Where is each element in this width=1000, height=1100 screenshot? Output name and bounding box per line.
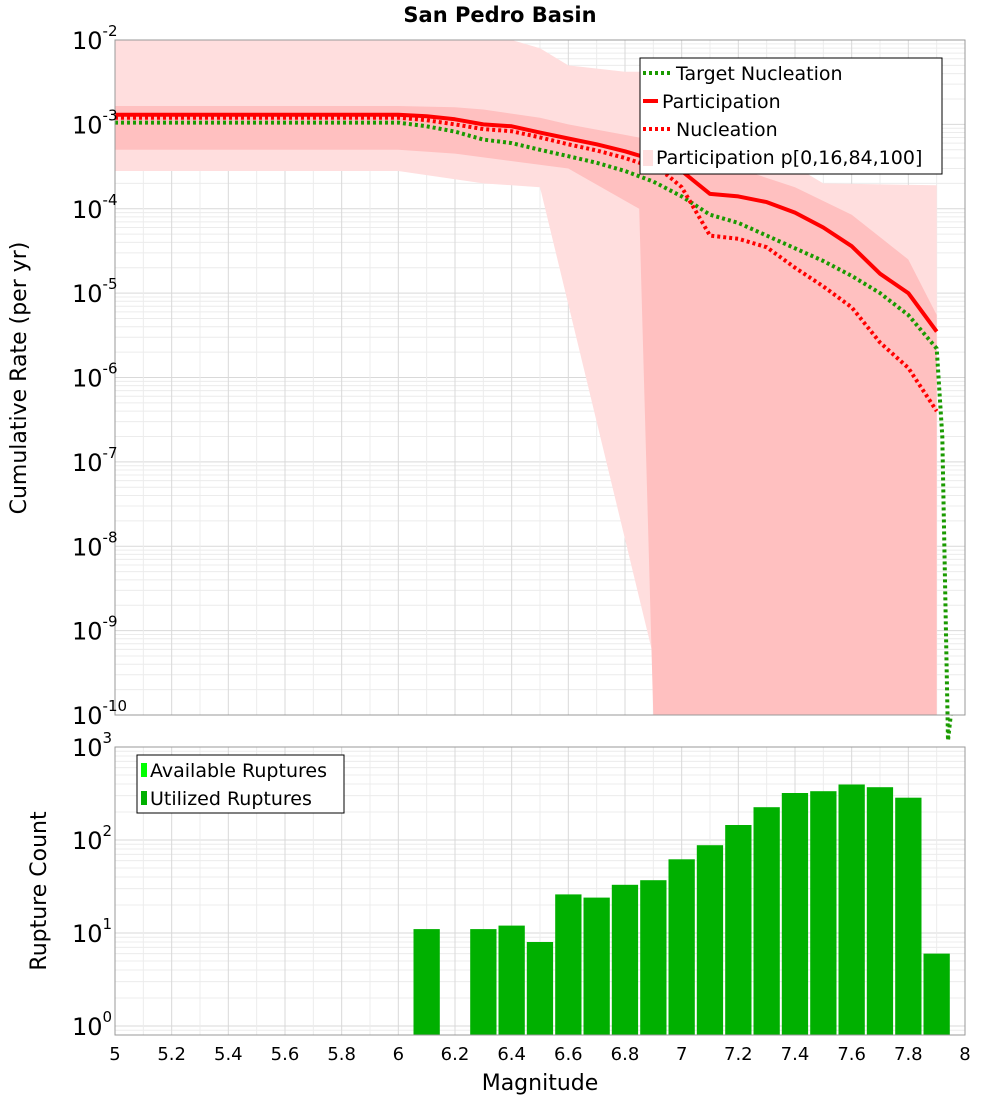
x-tick-label: 5	[109, 1044, 120, 1065]
count-y-tick-label: 101	[72, 915, 112, 948]
rupture-count-bar	[866, 787, 894, 1035]
y-tick-exponent: -4	[103, 191, 118, 209]
rupture-count-bar	[611, 884, 639, 1035]
rupture-count-bar	[413, 929, 440, 1035]
count-y-tick-label: 102	[72, 822, 112, 855]
x-tick-label: 5.4	[214, 1044, 243, 1065]
x-tick-label: 7.2	[724, 1044, 753, 1065]
y-tick-exponent: -9	[103, 613, 118, 631]
legend-band-label: Participation p[0,16,84,100]	[656, 147, 922, 169]
x-tick-label: 5.8	[327, 1044, 356, 1065]
legend-band-swatch	[643, 150, 653, 166]
y-tick-label: 10-3	[72, 106, 118, 139]
rupture-count-bar	[696, 845, 724, 1035]
rate-legend: Target Nucleation Participation Nucleati…	[639, 57, 943, 175]
x-tick-label: 7.8	[894, 1044, 923, 1065]
rupture-count-bar	[838, 784, 865, 1035]
legend-utilized-label: Utilized Ruptures	[150, 788, 312, 810]
y-tick-exponent: -5	[103, 275, 118, 293]
x-tick-label: 7.6	[837, 1044, 866, 1065]
x-tick-label: 6.4	[497, 1044, 526, 1065]
rate-y-ticks: 10-10 10-9 10-8 10-7 10-6 10-5 10-4 10-3 10-2	[72, 22, 127, 730]
x-tick-label: 7.4	[781, 1044, 810, 1065]
rate-lines	[115, 112, 953, 743]
x-tick-label: 6	[393, 1044, 404, 1065]
rupture-count-bar	[555, 894, 582, 1035]
y-tick-exponent: -3	[103, 106, 118, 124]
rupture-count-bar	[781, 793, 809, 1035]
legend-nucleation-label: Nucleation	[676, 119, 778, 141]
count-y-tick-exponent: 1	[103, 915, 113, 933]
y-tick-exponent: -2	[103, 22, 118, 40]
x-tick-label: 6.8	[611, 1044, 640, 1065]
rupture-count-bar	[583, 897, 610, 1035]
y-tick-exponent: -6	[103, 360, 118, 378]
y-tick-label: 10-2	[72, 22, 118, 55]
rupture-count-bar	[753, 807, 780, 1035]
y-tick-label: 10-6	[72, 360, 118, 393]
x-tick-label: 6.6	[554, 1044, 583, 1065]
y-tick-label: 10-7	[72, 444, 118, 477]
band-inner-16-84	[115, 106, 937, 715]
y-tick-exponent: -7	[103, 444, 118, 462]
count-y-tick-exponent: 0	[103, 1008, 113, 1026]
rate-plot-frame	[114, 39, 966, 716]
rate-y-axis-label: Cumulative Rate (per yr)	[7, 242, 32, 515]
count-y-tick-label: 103	[72, 729, 112, 762]
rupture-count-bar	[725, 825, 752, 1035]
rupture-count-bar	[668, 859, 695, 1035]
nucleation-line	[115, 115, 939, 413]
rate-legend-box	[639, 57, 943, 175]
count-y-tick-label: 100	[72, 1008, 112, 1041]
magnitude-x-ticks: 5 5.2 5.4 5.6 5.8 6 6.2 6.4 6.6 6.8 7 7.2 7.4 7.6 7.8 8	[109, 1044, 970, 1065]
y-tick-label: 10-9	[72, 613, 118, 646]
legend-target-nucleation-label: Target Nucleation	[675, 63, 843, 85]
x-tick-label: 5.2	[157, 1044, 186, 1065]
chart-title: San Pedro Basin	[403, 3, 596, 27]
y-tick-exponent: -8	[103, 528, 118, 546]
count-y-tick-exponent: 3	[103, 729, 113, 747]
rupture-count-bar	[526, 942, 554, 1035]
rupture-count-bar	[810, 791, 837, 1035]
count-bars	[413, 784, 950, 1035]
rupture-count-bar	[640, 880, 667, 1035]
x-tick-label: 5.6	[271, 1044, 300, 1065]
participation-band	[115, 40, 937, 715]
participation-line	[115, 112, 939, 333]
rate-panel: 10-10 10-9 10-8 10-7 10-6 10-5 10-4 10-3 10-2 Cu…	[7, 22, 966, 743]
legend-utilized-swatch	[141, 791, 147, 805]
count-legend-box	[136, 754, 345, 814]
x-tick-label: 6.2	[441, 1044, 470, 1065]
legend-available-label: Available Ruptures	[150, 760, 327, 782]
x-tick-label: 8	[959, 1044, 970, 1065]
target-nucleation-line	[115, 120, 953, 743]
rupture-count-bar	[470, 929, 497, 1035]
rupture-count-bar	[923, 953, 950, 1035]
y-tick-label: 10-10	[72, 697, 127, 730]
rupture-count-bar	[498, 925, 525, 1035]
x-tick-label: 7	[676, 1044, 687, 1065]
legend-available-swatch	[141, 763, 147, 777]
count-y-axis-label: Rupture Count	[27, 811, 52, 971]
y-tick-label: 10-8	[72, 528, 118, 561]
count-y-tick-exponent: 2	[103, 822, 113, 840]
y-tick-label: 10-4	[72, 191, 118, 224]
count-legend: Available Ruptures Utilized Ruptures	[136, 754, 345, 814]
y-tick-exponent: -10	[103, 697, 128, 715]
rupture-count-bar	[895, 797, 922, 1035]
count-plot-frame	[114, 746, 966, 1036]
magnitude-x-axis-label: Magnitude	[482, 1071, 599, 1096]
legend-participation-label: Participation	[662, 91, 781, 113]
y-tick-label: 10-5	[72, 275, 118, 308]
